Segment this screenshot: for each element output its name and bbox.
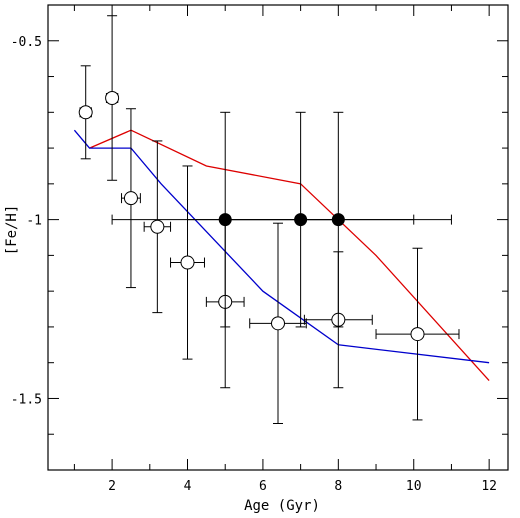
- open-circle-marker: [180, 255, 195, 270]
- filled-circle-marker: [331, 213, 345, 227]
- open-circle-marker: [410, 327, 425, 342]
- y-tick-label: -0.5: [11, 35, 42, 50]
- open-data-point: [170, 165, 205, 360]
- open-data-point: [249, 222, 307, 424]
- open-data-point: [143, 140, 172, 314]
- plot-frame: [47, 4, 509, 471]
- model-lines: [73, 129, 490, 382]
- open-circle-marker: [150, 219, 165, 234]
- x-tick-label: 4: [184, 479, 192, 494]
- open-circle-marker: [105, 91, 120, 105]
- red-model-line: [89, 129, 490, 382]
- x-tick-label: 12: [481, 479, 497, 494]
- open-data-point: [78, 65, 93, 160]
- open-data-point: [105, 15, 120, 181]
- open-circle-marker: [123, 191, 138, 206]
- tick-labels: 2 4 6 8 10 12 -0.5 -1 -1.5: [11, 35, 497, 494]
- y-tick-label: -1.5: [11, 392, 42, 407]
- y-axis-title: [Fe/H]: [4, 205, 20, 256]
- x-axis-title: Age (Gyr): [244, 498, 320, 514]
- filled-data-point: [224, 111, 452, 328]
- open-circle-marker: [271, 316, 285, 331]
- open-data-point: [121, 108, 141, 289]
- data-points: [78, 15, 460, 424]
- x-tick-label: 10: [406, 479, 422, 494]
- open-circle-marker: [78, 105, 93, 120]
- x-tick-label: 2: [108, 479, 116, 494]
- open-data-point: [375, 247, 460, 421]
- plot-border: [47, 4, 509, 471]
- x-tick-label: 6: [259, 479, 267, 494]
- x-tick-label: 8: [334, 479, 342, 494]
- axis-ticks: [48, 4, 508, 471]
- y-tick-label: -1: [26, 214, 42, 229]
